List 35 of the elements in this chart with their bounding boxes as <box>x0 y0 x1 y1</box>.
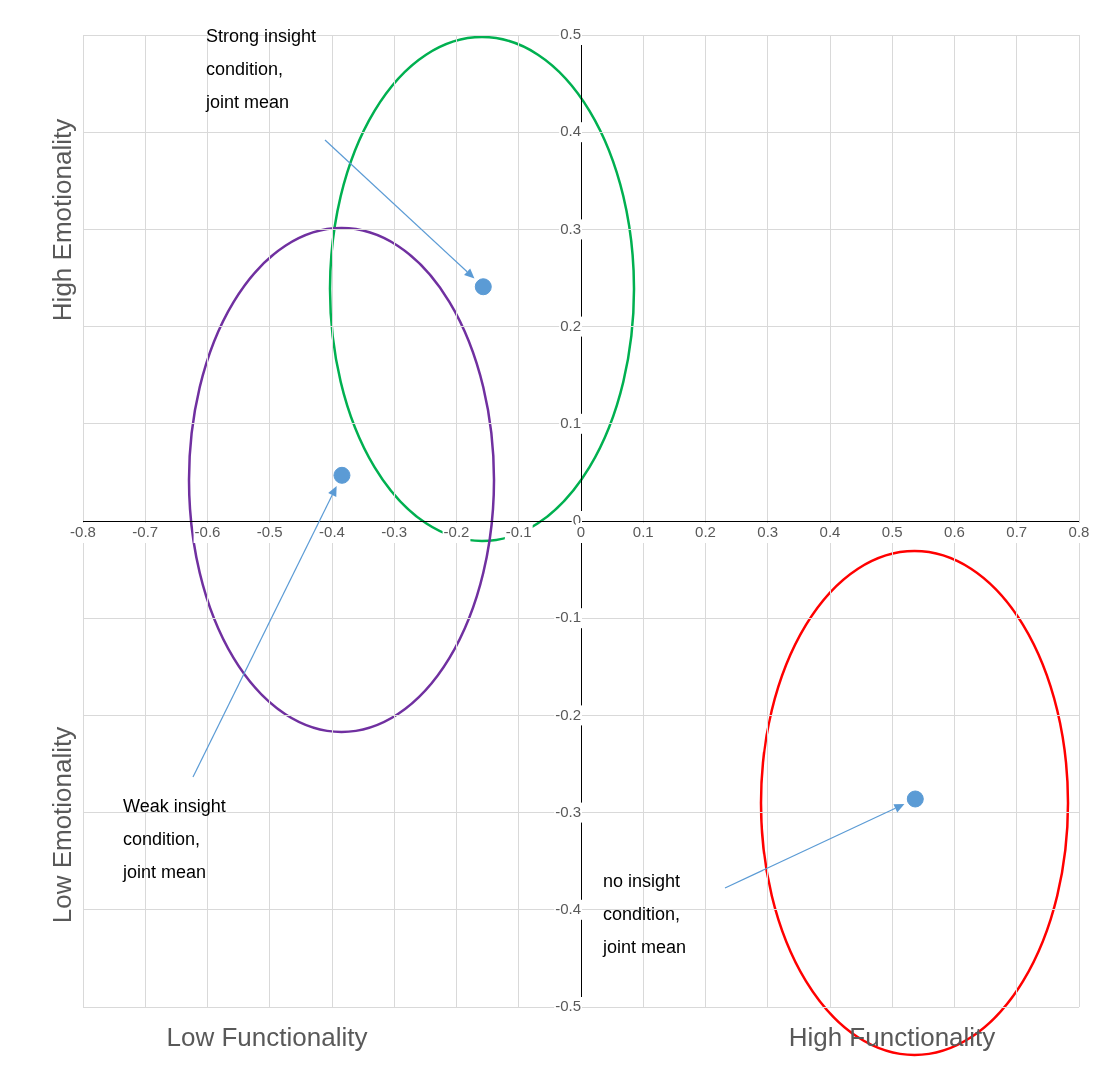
text: High Emotionality <box>46 118 78 322</box>
x-tick-label: 0.2 <box>695 523 716 541</box>
x-tick-label: -0.3 <box>381 523 408 541</box>
x-tick-label: 0.8 <box>1068 523 1090 541</box>
x-tick-label: -0.2 <box>443 523 470 541</box>
x-tick-label: -0.8 <box>70 523 96 541</box>
y-tick-label: -0.5 <box>555 997 581 1015</box>
y-tick-label: 0.5 <box>560 25 581 43</box>
point <box>333 466 351 484</box>
x-tick-label: 0.4 <box>819 523 841 541</box>
x-tick-label: 0.6 <box>944 523 965 541</box>
x-tick-label: 0.7 <box>1006 523 1028 541</box>
y-tick-label: -0.2 <box>555 705 581 723</box>
point <box>474 278 492 296</box>
y-tick-label: 0.2 <box>560 316 581 334</box>
x-tick-label: 0.5 <box>881 523 903 541</box>
y-tick-label: -0.1 <box>555 608 581 626</box>
x-tick-label: -0.4 <box>319 523 345 541</box>
y-tick-label: 0.3 <box>560 219 581 237</box>
x-tick-label: -0.5 <box>256 523 283 541</box>
annotation: Weak insight condition, joint mean <box>123 795 227 884</box>
text: Low Emotionality <box>46 726 78 924</box>
annotation: no insight condition, joint mean <box>603 870 688 959</box>
x-tick-label: -0.1 <box>505 523 532 541</box>
text: Low Functionality <box>166 1021 368 1053</box>
annotation: Strong insight condition, joint mean <box>206 25 318 114</box>
y-tick-label: -0.3 <box>555 802 581 820</box>
y-tick-label: 0.4 <box>560 122 581 140</box>
y-tick-label: 0.1 <box>560 413 581 431</box>
y-tick-label: -0.4 <box>555 899 581 917</box>
x-tick-label: 0.3 <box>757 523 779 541</box>
point <box>906 790 924 808</box>
x-tick-label: -0.7 <box>132 523 159 541</box>
x-tick-label: -0.6 <box>194 523 221 541</box>
x-tick-label: 0.1 <box>632 523 654 541</box>
